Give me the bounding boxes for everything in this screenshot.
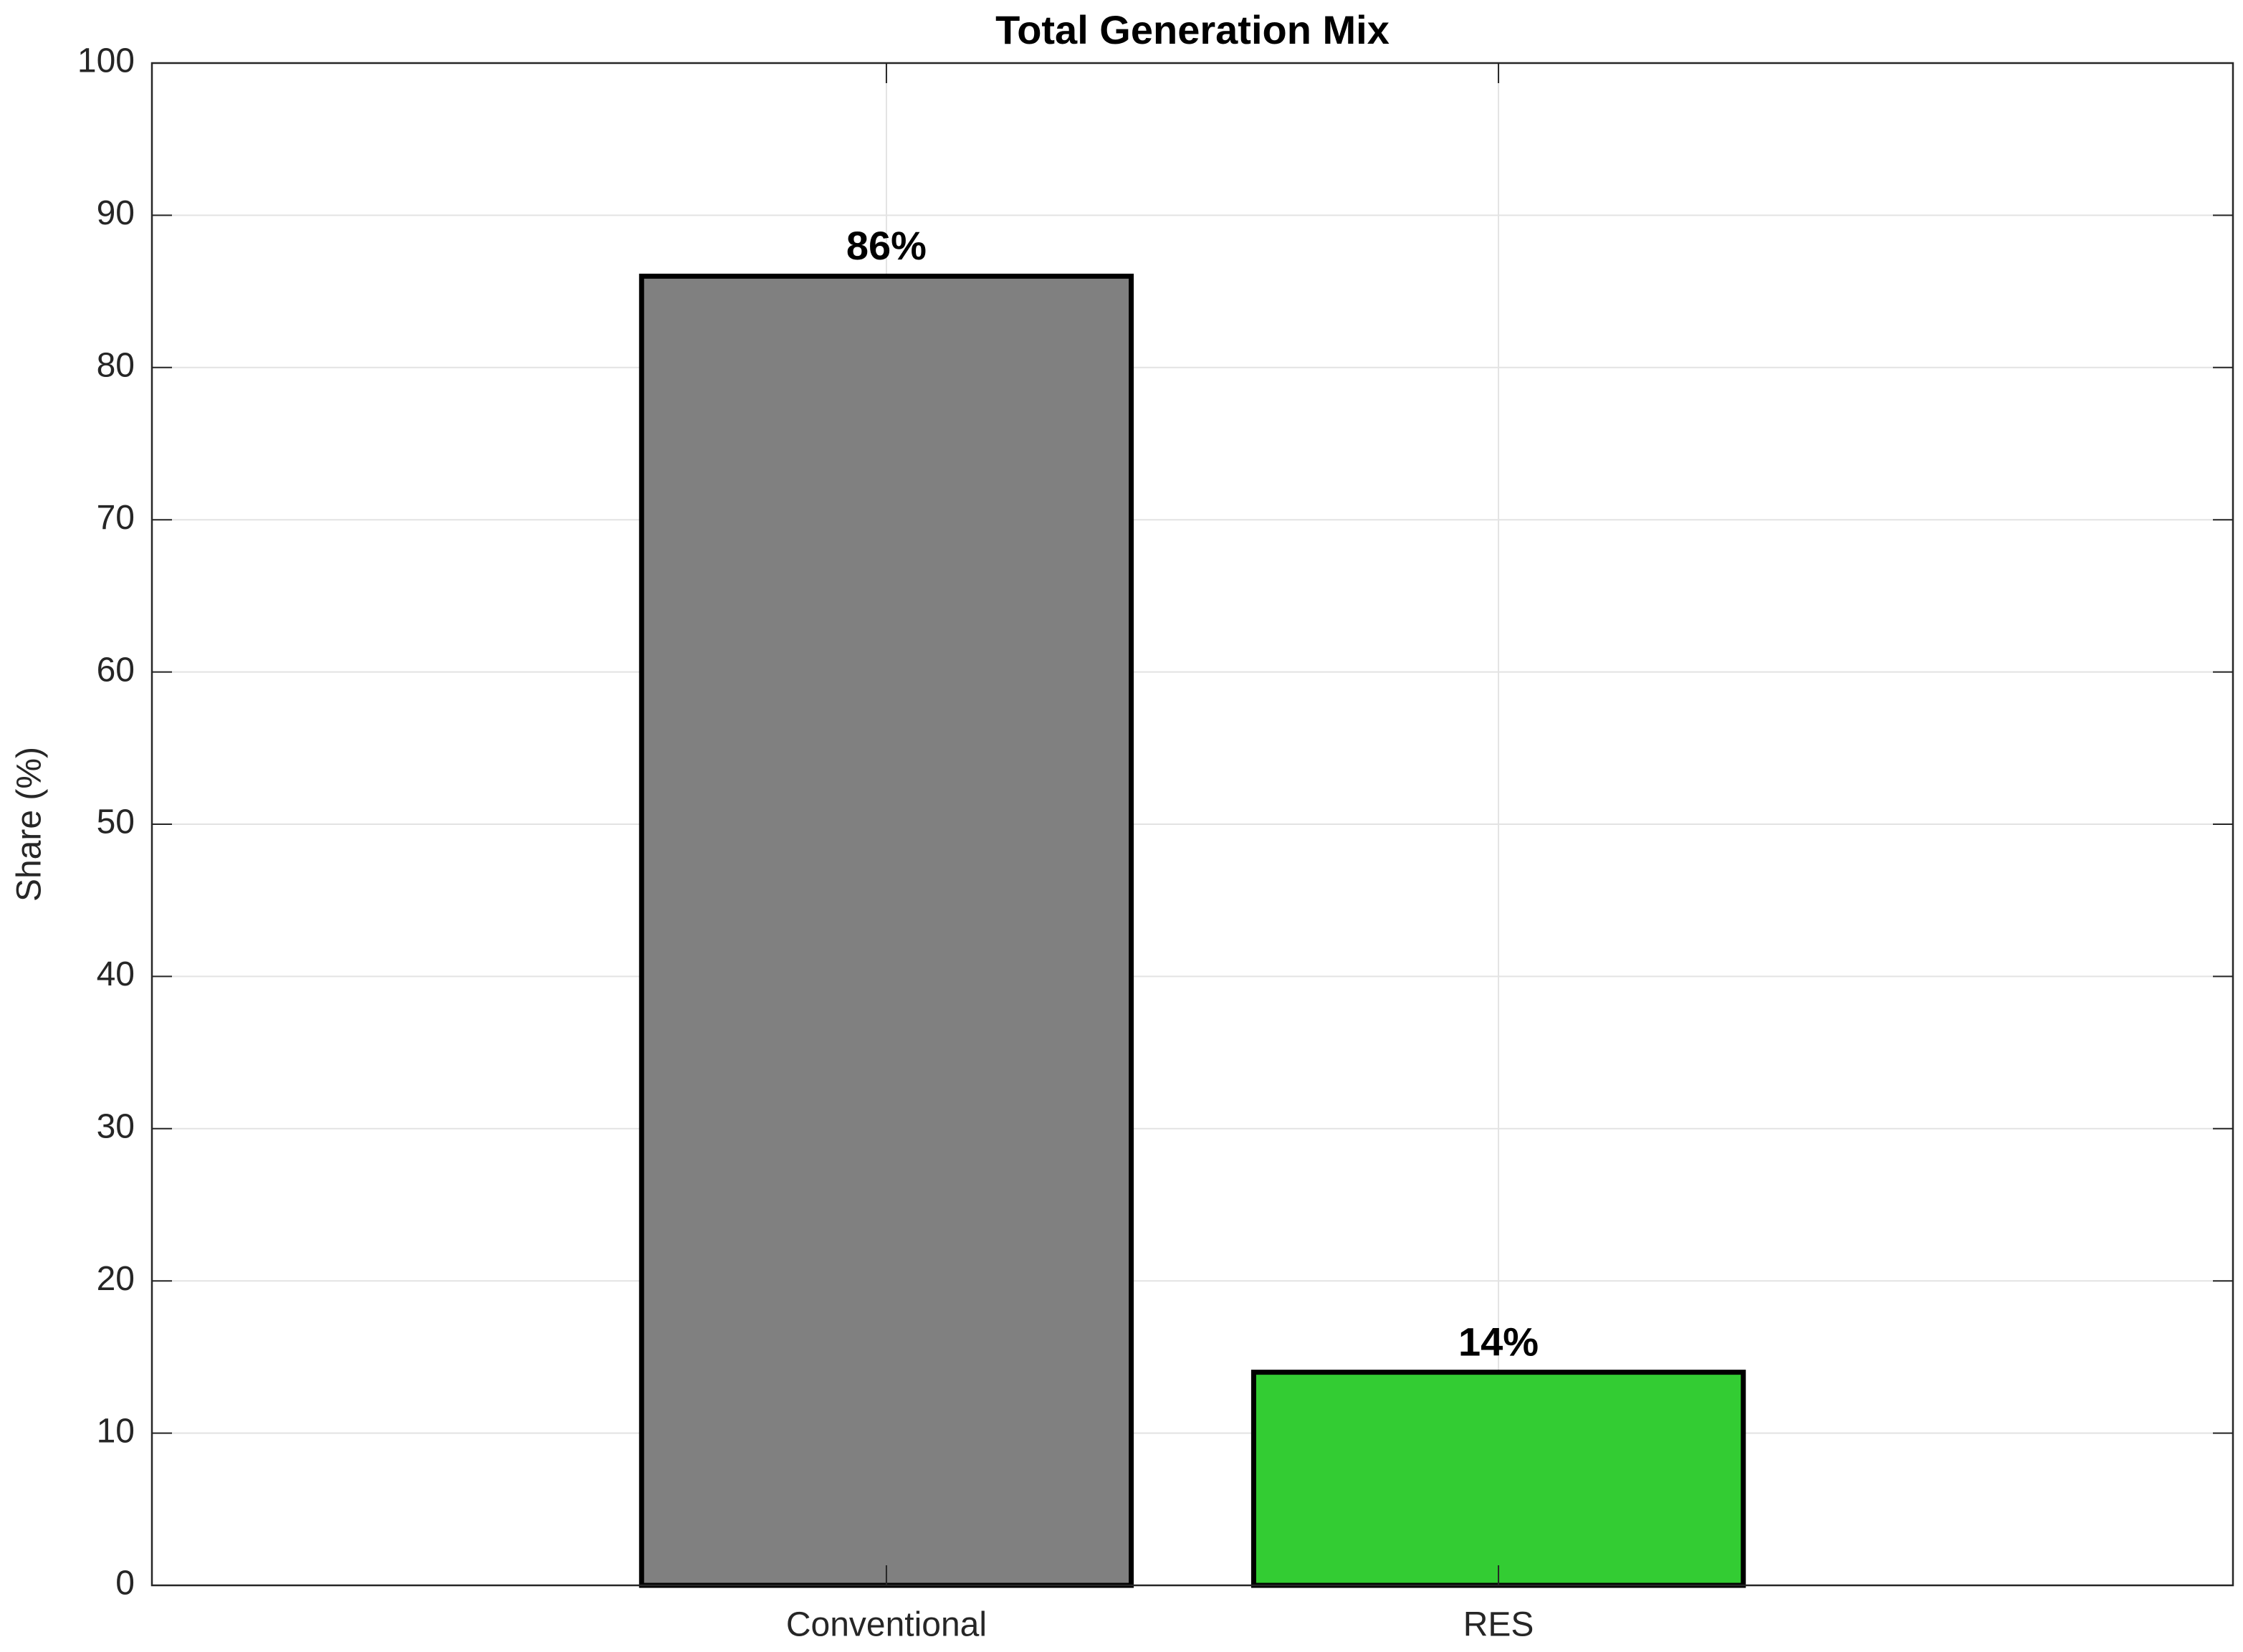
y-tick-label: 20 (97, 1260, 135, 1298)
y-tick-label: 100 (77, 42, 135, 80)
bar (1250, 1370, 1746, 1588)
y-tick-label: 30 (97, 1107, 135, 1145)
x-tick-label: Conventional (786, 1606, 987, 1644)
y-tick-label: 40 (97, 955, 135, 993)
y-tick-label: 10 (97, 1412, 135, 1450)
y-tick-label: 60 (97, 651, 135, 689)
y-tick-label: 0 (115, 1565, 135, 1603)
bar (639, 273, 1134, 1588)
value-label: 14% (1458, 1319, 1539, 1364)
y-axis-label: Share (%) (11, 747, 49, 902)
value-label: 86% (846, 223, 927, 268)
y-tick-label: 80 (97, 346, 135, 384)
plot-frame (150, 62, 2234, 1587)
y-tick-label: 50 (97, 803, 135, 841)
x-tick-label: RES (1463, 1606, 1534, 1644)
chart-title: Total Generation Mix (995, 7, 1390, 52)
y-tick-label: 90 (97, 194, 135, 232)
y-tick-label: 70 (97, 499, 135, 537)
